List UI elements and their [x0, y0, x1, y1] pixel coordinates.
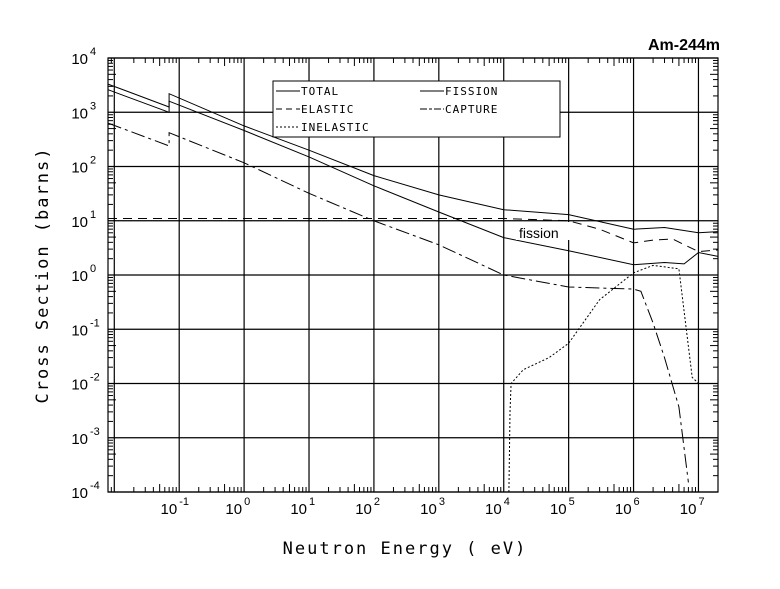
legend-label-fission: FISSION — [445, 85, 498, 98]
series-group — [107, 83, 719, 493]
x-tick-exponent: 2 — [374, 496, 380, 508]
x-tick-exponent: 3 — [439, 496, 445, 508]
y-tick-label: 10 — [71, 51, 88, 68]
x-tick-label: 10 — [680, 501, 697, 518]
x-tick-label: 10 — [355, 501, 372, 518]
chart-title: Am-244m — [648, 37, 720, 54]
x-axis-title: Neutron Energy ( eV) — [283, 539, 528, 559]
y-tick-exponent: 3 — [90, 100, 96, 112]
y-tick-exponent: -1 — [90, 317, 100, 329]
x-tick-exponent: 1 — [309, 496, 315, 508]
y-tick-label: 10 — [71, 377, 88, 394]
x-tick-exponent: 7 — [698, 496, 704, 508]
plot-frame — [107, 57, 719, 493]
x-tick-label: 10 — [485, 501, 502, 518]
y-tick-exponent: -4 — [90, 480, 100, 492]
y-tick-exponent: 2 — [90, 155, 96, 167]
x-tick-label: 10 — [161, 501, 178, 518]
y-tick-label: 10 — [71, 160, 88, 177]
y-tick-label: 10 — [71, 322, 88, 339]
x-tick-label: 10 — [290, 501, 307, 518]
series-line-capture — [107, 122, 689, 483]
y-axis-title: Cross Section (barns) — [33, 147, 53, 404]
y-tick-label: 10 — [71, 431, 88, 448]
y-tick-exponent: -3 — [90, 426, 100, 438]
fission-annotation: fission — [519, 225, 559, 241]
y-tick-exponent: 0 — [90, 263, 96, 275]
annotation-bg — [516, 222, 572, 240]
x-tick-exponent: 4 — [504, 496, 510, 508]
y-tick-label: 10 — [71, 268, 88, 285]
y-tick-label: 10 — [71, 485, 88, 502]
legend: TOTAL FISSION ELASTIC CAPTURE INELASTIC — [272, 80, 561, 138]
y-tick-label: 10 — [71, 105, 88, 122]
legend-label-elastic: ELASTIC — [301, 103, 354, 116]
x-tick-exponent: 6 — [634, 496, 640, 508]
x-tick-label: 10 — [615, 501, 632, 518]
series-line-elastic — [108, 218, 719, 253]
y-tick-exponent: 4 — [90, 46, 96, 58]
tick-labels: 10 -1 10 0 10 1 10 2 10 3 10 4 10 5 10 6 10 710 410 310 210 1… — [71, 46, 704, 518]
y-tick-exponent: 1 — [90, 209, 96, 221]
x-tick-label: 10 — [420, 501, 437, 518]
x-tick-exponent: -1 — [179, 496, 189, 508]
series-line-fission — [107, 89, 719, 266]
series-line-total — [107, 83, 719, 234]
legend-label-inelastic: INELASTIC — [301, 121, 370, 134]
series-line-inelastic — [508, 264, 718, 493]
legend-box — [272, 80, 561, 138]
x-tick-label: 10 — [550, 501, 567, 518]
y-tick-exponent: -2 — [90, 372, 100, 384]
legend-label-capture: CAPTURE — [445, 103, 498, 116]
x-tick-label: 10 — [225, 501, 242, 518]
x-tick-exponent: 5 — [569, 496, 575, 508]
y-tick-label: 10 — [71, 214, 88, 231]
x-tick-exponent: 0 — [244, 496, 250, 508]
legend-label-total: TOTAL — [301, 85, 339, 98]
